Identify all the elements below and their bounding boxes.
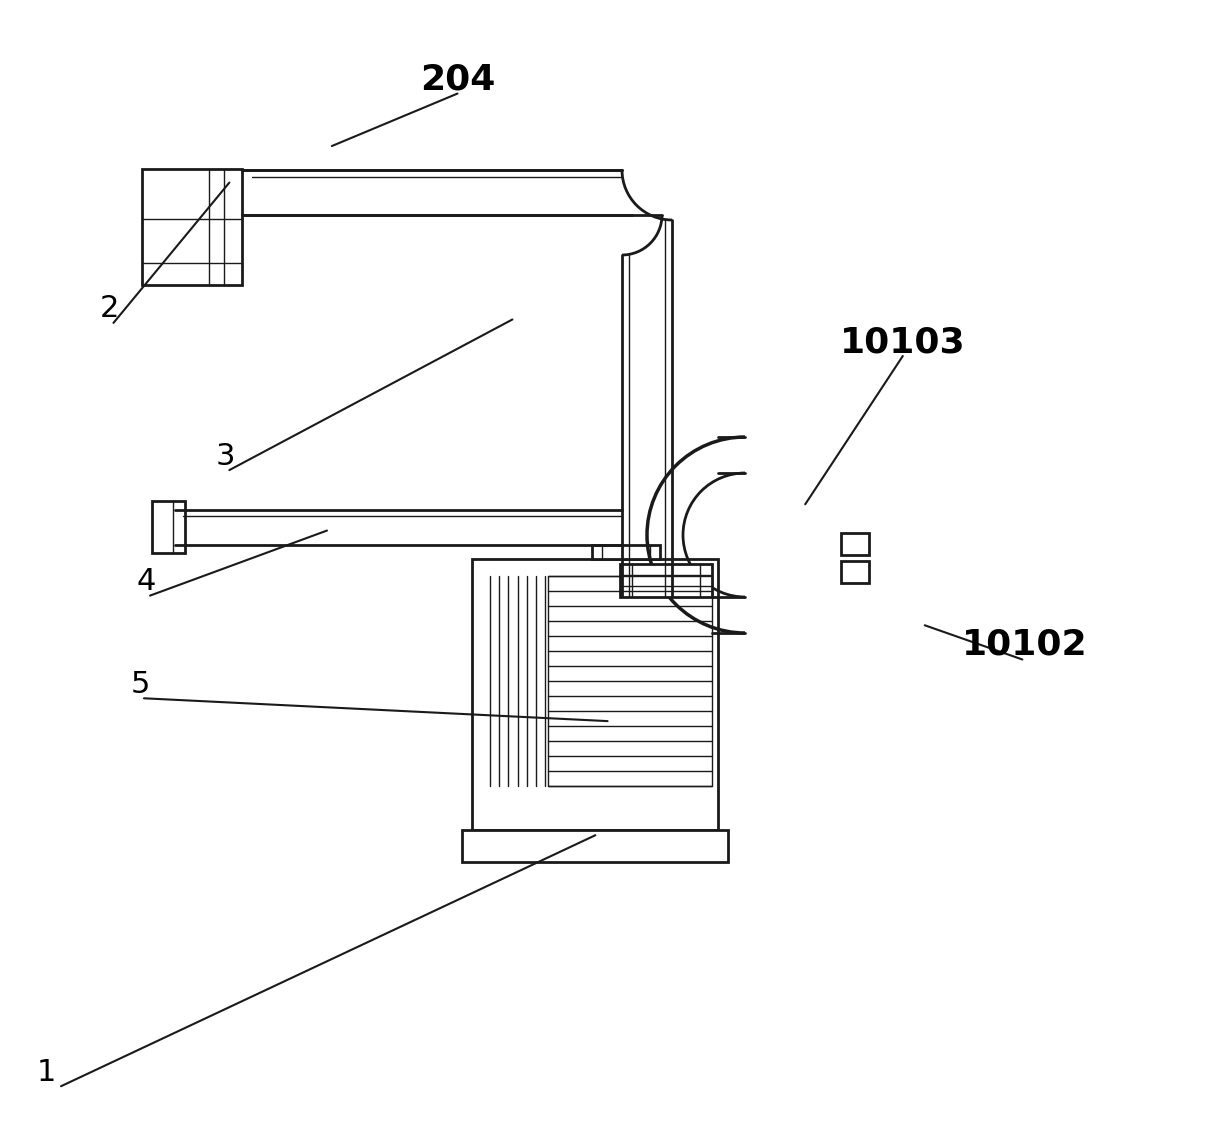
Text: 5: 5 (131, 670, 150, 699)
Text: 3: 3 (216, 442, 235, 471)
Bar (152, 501, 185, 553)
Bar (620, 564, 712, 597)
Bar (142, 169, 242, 285)
Bar (462, 830, 728, 861)
Bar (548, 576, 712, 786)
Bar (472, 559, 719, 830)
Text: 10102: 10102 (963, 628, 1087, 662)
Bar (841, 561, 869, 583)
Bar (841, 533, 869, 555)
Text: 4: 4 (137, 567, 156, 597)
Text: 204: 204 (420, 63, 495, 97)
Bar (592, 545, 660, 559)
Text: 10103: 10103 (841, 325, 965, 359)
Text: 1: 1 (37, 1058, 56, 1087)
Text: 2: 2 (100, 293, 120, 323)
